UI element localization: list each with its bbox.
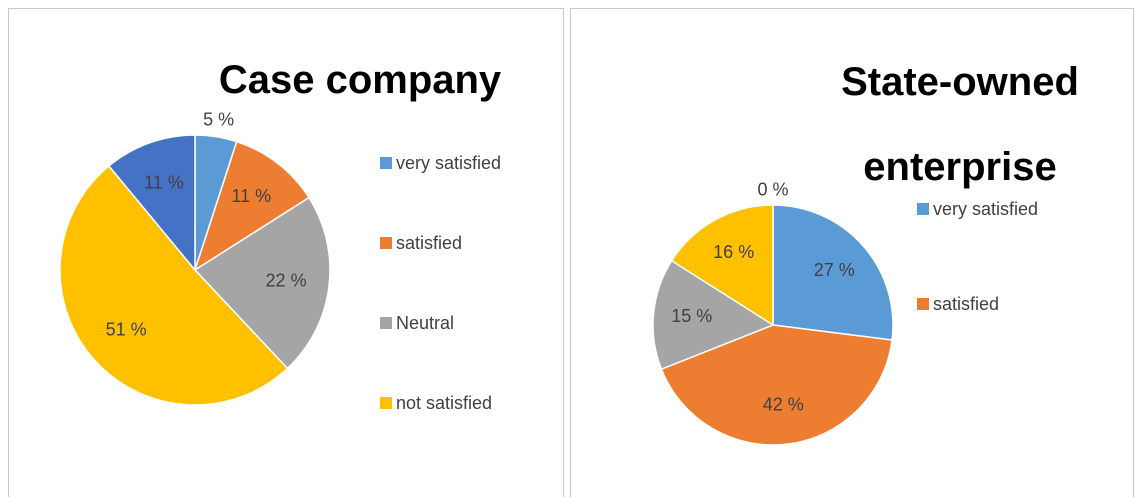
legend-item: very satisfied: [917, 196, 1043, 222]
data-label: 15 %: [671, 306, 712, 326]
data-label: 16 %: [713, 242, 754, 262]
data-label: 42 %: [763, 395, 804, 415]
data-label: 5 %: [203, 109, 234, 129]
pie-slice: [107, 134, 196, 273]
data-label: 0 %: [757, 179, 788, 199]
pie-slice: [193, 196, 331, 370]
legend-label: satisfied: [396, 233, 463, 253]
data-label: 27 %: [814, 260, 855, 280]
legend-item: satisfied: [380, 230, 576, 256]
legend-item: satisfied: [917, 291, 1043, 317]
legend-label: Neutral: [396, 313, 455, 333]
data-label: 51 %: [106, 319, 147, 339]
legend-item: not satisfied: [380, 390, 576, 416]
legend-swatch: [917, 298, 929, 310]
legend-label: very satisfied: [396, 153, 502, 173]
legend-swatch: [917, 203, 929, 215]
data-label: 11 %: [144, 172, 184, 192]
chart-panel: [570, 8, 1134, 497]
pie-slice: [772, 204, 894, 341]
pie-slice: [59, 164, 289, 406]
legend-swatch: [380, 397, 392, 409]
chart-title: Case company: [218, 58, 502, 102]
legend-item: Neutral: [380, 310, 576, 336]
legend-item: very satisfied: [380, 150, 576, 176]
legend-label: not satisfied: [396, 393, 493, 413]
pie-slice: [193, 140, 311, 272]
data-label: 22 %: [266, 270, 307, 290]
legend-swatch: [380, 237, 392, 249]
legend-label: very satisfied: [933, 199, 1039, 219]
data-label: 11 %: [231, 186, 271, 206]
pie-slice: [670, 204, 774, 327]
legend-swatch: [380, 317, 392, 329]
legend-swatch: [380, 157, 392, 169]
chart-title: State-owned enterprise: [841, 60, 1079, 189]
pie-slice: [660, 324, 893, 446]
legend-label: satisfied: [933, 294, 1000, 314]
pie-slice: [652, 259, 775, 371]
chart-panel: [8, 8, 564, 497]
